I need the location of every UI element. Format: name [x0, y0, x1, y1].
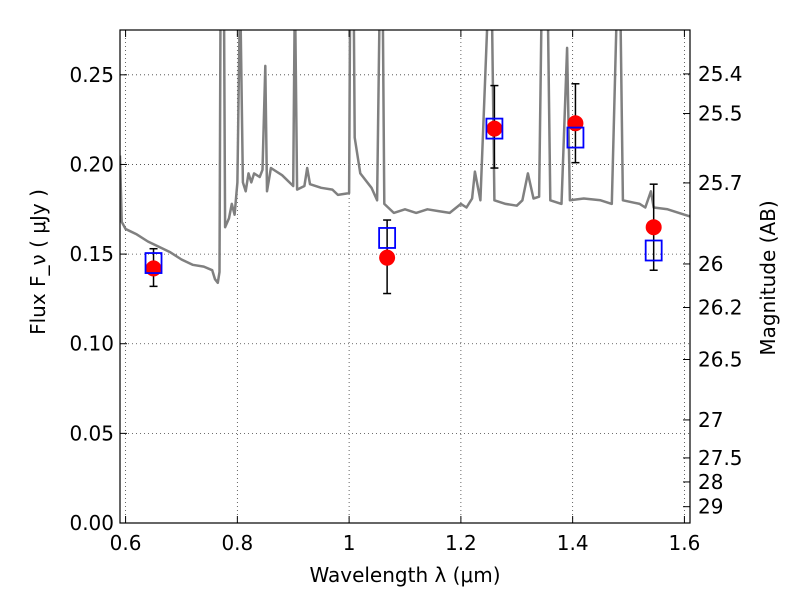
model-square [378, 227, 397, 249]
x-tick-label: 0.8 [221, 531, 253, 555]
model-square [644, 239, 663, 262]
x-tick-label: 1.2 [445, 531, 477, 555]
observed-point [645, 219, 662, 236]
y-tick-label: 0.10 [69, 332, 114, 356]
x-axis-title: Wavelength λ (μm) [309, 563, 500, 587]
observed-point [486, 120, 503, 137]
right-tick-label: 28 [698, 470, 723, 494]
right-tick-label: 25.5 [698, 102, 743, 126]
right-tick-label: 26.2 [698, 296, 743, 320]
observed-point [379, 249, 396, 266]
x-tick-label: 1.4 [557, 531, 589, 555]
photometry-layer [144, 83, 663, 295]
grid-lines [120, 30, 690, 524]
plot-frame [119, 29, 691, 524]
right-tick-label: 27.5 [698, 446, 743, 470]
y-axis-title: Flux F_ν ( μJy ) [26, 189, 50, 335]
y-tick-label: 0.00 [69, 511, 114, 535]
right-tick-label: 26 [698, 252, 723, 276]
model-square [485, 117, 504, 140]
model-square [144, 252, 163, 274]
model-square [566, 126, 585, 149]
x-tick-label: 1.6 [669, 531, 701, 555]
spectrum-layer [120, 30, 690, 285]
right-tick-label: 26.5 [698, 348, 743, 372]
right-tick-label: 27 [698, 408, 723, 432]
spectrum-line [120, 30, 690, 285]
y-tick-label: 0.25 [69, 63, 114, 87]
y-tick-label: 0.20 [69, 152, 114, 176]
right-tick-label: 25.4 [698, 62, 743, 86]
y-tick-label: 0.05 [69, 421, 114, 445]
observed-point [567, 115, 584, 132]
y-axis-right-title: Magnitude (AB) [756, 200, 780, 355]
right-tick-label: 25.7 [698, 171, 743, 195]
right-tick-label: 29 [698, 495, 723, 519]
x-tick-label: 1 [343, 531, 356, 555]
x-tick-label: 0.6 [110, 531, 142, 555]
axis-ticks: 0.6 0.8 1 1.2 1.4 1.6 0.00 0.05 0.10 0.15 0.20 0.25… [69, 30, 743, 555]
y-tick-label: 0.15 [69, 242, 114, 266]
